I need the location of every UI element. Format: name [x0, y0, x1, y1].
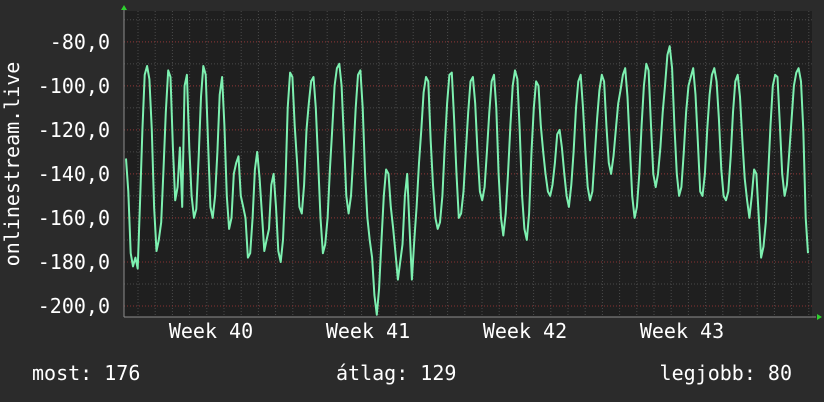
- x-tick-label: Week 41: [326, 319, 410, 343]
- y-tick-label: -140,0: [38, 162, 110, 186]
- y-tick-label: -120,0: [38, 118, 110, 142]
- y-tick-label: -100,0: [38, 74, 110, 98]
- y-axis-arrow-icon: [121, 5, 127, 10]
- axes: [121, 5, 822, 320]
- x-tick-label: Week 43: [640, 319, 724, 343]
- y-tick-label: -160,0: [38, 206, 110, 230]
- stat-legjobb: legjobb: 80: [659, 361, 792, 385]
- x-ticks: Week 40 Week 41 Week 42 Week 43: [169, 319, 724, 343]
- x-axis-arrow-icon: [817, 314, 822, 320]
- stat-atlag: átlag: 129: [336, 361, 457, 385]
- y-tick-label: -200,0: [38, 294, 110, 318]
- y-ticks: -80,0 -100,0 -120,0 -140,0 -160,0 -180,0 -200,…: [38, 30, 110, 318]
- y-tick-label: -80,0: [50, 30, 110, 54]
- plot-area: [124, 11, 812, 317]
- x-tick-label: Week 40: [169, 319, 253, 343]
- y-tick-label: -180,0: [38, 250, 110, 274]
- stat-most: most: 176: [32, 361, 141, 385]
- x-tick-label: Week 42: [483, 319, 567, 343]
- series-line: [125, 45, 809, 316]
- y-axis-label: onlinestream.live: [0, 62, 24, 267]
